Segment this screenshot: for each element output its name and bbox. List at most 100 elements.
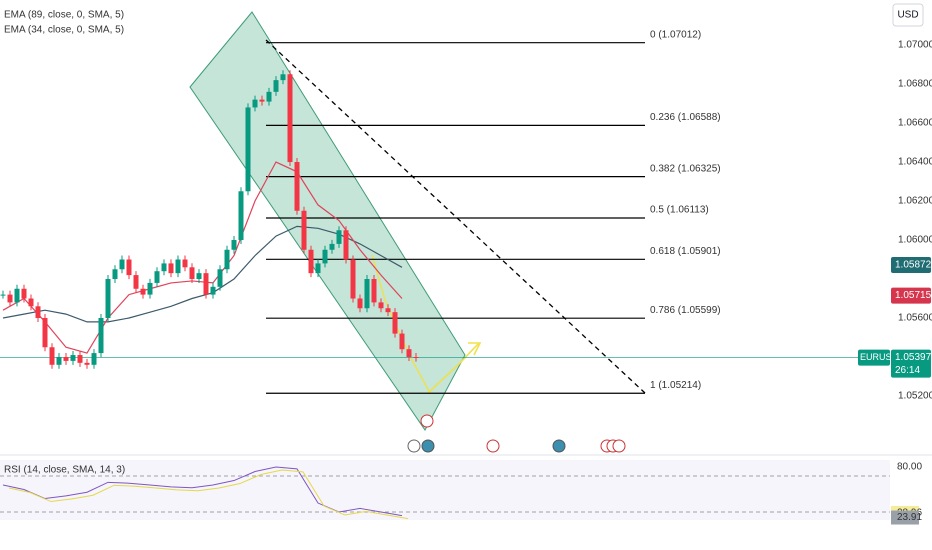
- candle: [70, 355, 76, 361]
- indicator-label: EMA (34, close, 0, SMA, 5): [4, 25, 124, 36]
- y-tick-label: 1.06600: [898, 118, 932, 129]
- projection: [427, 343, 479, 394]
- candle: [378, 302, 384, 309]
- candle: [280, 74, 286, 81]
- candle: [63, 356, 69, 361]
- y-tick-label: 1.06200: [898, 196, 932, 207]
- candle: [357, 298, 363, 309]
- fib-label: 0.618 (1.05901): [650, 246, 721, 257]
- candle: [385, 308, 391, 313]
- candle: [84, 362, 90, 365]
- candle: [7, 294, 13, 303]
- projection-arrow: [468, 342, 482, 356]
- event-icon: [421, 439, 435, 453]
- currency: USD: [897, 10, 918, 21]
- event-icon: [407, 439, 421, 453]
- candle: [336, 230, 342, 244]
- candle: [238, 191, 244, 241]
- event-icon: [420, 414, 434, 428]
- candle: [196, 273, 202, 280]
- ema-line: [2, 161, 403, 354]
- candle: [322, 249, 328, 264]
- indicator-label: EMA (89, close, 0, SMA, 5): [4, 10, 124, 21]
- candle: [308, 249, 314, 274]
- candle: [140, 288, 146, 295]
- candle: [189, 267, 195, 280]
- candle: [224, 249, 230, 270]
- candle: [245, 107, 251, 192]
- y-tick-label: 1.05200: [898, 391, 932, 402]
- candle: [42, 318, 48, 348]
- candle: [119, 259, 125, 270]
- symbol-tag: [858, 349, 890, 366]
- event-icons: [407, 414, 626, 453]
- candle: [91, 353, 97, 365]
- rsi-band: [0, 460, 890, 520]
- candle: [112, 269, 118, 280]
- price-tag-label: 1.05397: [895, 352, 932, 363]
- fib-label: 0.382 (1.06325): [650, 163, 721, 174]
- candle: [210, 286, 216, 295]
- symbol: EURUSD: [860, 352, 899, 362]
- y-tick-label: 1.06800: [898, 79, 932, 90]
- fib-label: 0 (1.07012): [650, 29, 701, 40]
- candle: [49, 347, 55, 365]
- candle: [343, 230, 349, 260]
- candle: [203, 273, 209, 295]
- candle: [371, 279, 377, 303]
- price-tag-label: 1.05715: [895, 290, 932, 301]
- rsi-tag-label: 23.91: [897, 512, 922, 523]
- candle: [182, 259, 188, 268]
- candle: [399, 333, 405, 350]
- candle: [28, 298, 34, 307]
- event-icon: [552, 439, 566, 453]
- candle: [21, 288, 27, 299]
- candle: [147, 282, 153, 295]
- y-tick-label: 1.06000: [898, 235, 932, 246]
- candle: [168, 263, 174, 274]
- ema-line: [2, 225, 403, 323]
- projection: [371, 254, 431, 394]
- candle: [287, 74, 293, 163]
- rsi-tag-label: 80.00: [897, 462, 922, 473]
- candle: [175, 259, 181, 274]
- price-tag: [891, 256, 931, 273]
- candle: [56, 356, 62, 365]
- candle: [126, 259, 132, 276]
- candle: [105, 279, 111, 319]
- candle: [392, 312, 398, 334]
- candle: [133, 275, 139, 289]
- event-icon: [486, 439, 500, 453]
- candle: [252, 99, 258, 108]
- candle: [315, 263, 321, 274]
- y-tick-label: 1.07000: [898, 40, 932, 51]
- candle: [14, 288, 20, 303]
- candle: [98, 318, 104, 354]
- price-tag: [891, 349, 931, 378]
- countdown: 26:14: [895, 365, 920, 376]
- price-tag-label: 1.05872: [895, 260, 932, 271]
- candle: [294, 162, 300, 211]
- candle: [413, 356, 419, 358]
- candle: [329, 243, 335, 250]
- rsi-title: RSI (14, close, SMA, 14, 3): [4, 465, 125, 476]
- y-tick-label: 1.06400: [898, 157, 932, 168]
- rsi-tag: [891, 510, 919, 525]
- event-icon: [612, 439, 626, 453]
- fib-label: 1 (1.05214): [650, 380, 701, 391]
- y-tick-label: 1.05600: [898, 313, 932, 324]
- candle: [0, 294, 6, 296]
- candle: [406, 349, 412, 357]
- fib-label: 0.786 (1.05599): [650, 305, 721, 316]
- candle: [350, 259, 356, 299]
- candle: [273, 80, 279, 92]
- currency-button[interactable]: [892, 3, 924, 27]
- candle: [231, 240, 237, 250]
- candle: [301, 210, 307, 250]
- price-tag: [891, 287, 931, 304]
- candle: [154, 271, 160, 283]
- fib-label: 0.5 (1.06113): [650, 205, 709, 216]
- candle: [77, 355, 83, 363]
- candle: [217, 269, 223, 287]
